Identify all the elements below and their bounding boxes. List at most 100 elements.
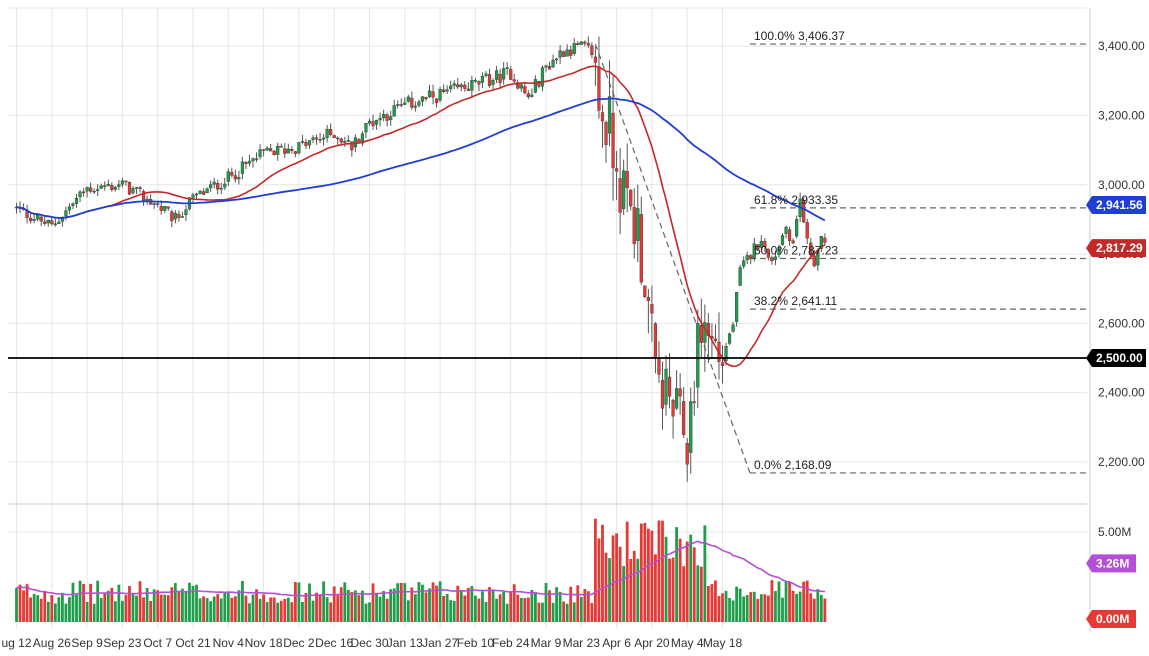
volume-bar	[357, 595, 361, 622]
candle-body	[279, 146, 283, 148]
candle-body	[505, 67, 509, 69]
candle-body	[678, 388, 682, 397]
volume-bar	[410, 587, 414, 622]
candle-body	[173, 212, 177, 220]
volume-bar	[265, 602, 269, 622]
candle-body	[226, 171, 230, 182]
volume-bar	[385, 598, 389, 622]
volume-bar	[198, 598, 202, 622]
volume-bar	[82, 583, 85, 622]
candle-body	[689, 401, 693, 453]
volume-bar	[177, 590, 181, 622]
volume-bar	[523, 598, 527, 622]
candle-body	[809, 242, 813, 256]
candle-body	[696, 323, 700, 388]
volume-bar	[343, 582, 347, 622]
volume-bar	[131, 592, 135, 622]
candle-body	[699, 325, 703, 343]
volume-bar	[75, 594, 78, 622]
candle-body	[71, 203, 75, 206]
volume-bar	[770, 580, 774, 622]
volume-bar	[474, 595, 477, 622]
volume-bar	[717, 596, 721, 622]
candle-body	[103, 185, 107, 187]
volume-bar	[96, 580, 100, 622]
candle-body	[554, 58, 559, 61]
volume-bar	[449, 600, 453, 622]
candle-body	[410, 97, 414, 108]
candle-body	[382, 113, 386, 119]
volume-bar	[548, 590, 551, 622]
candle-body	[470, 80, 474, 91]
price-tick-label: 2,400.00	[1098, 386, 1145, 400]
volume-bar	[226, 591, 230, 622]
candle-body	[247, 160, 252, 164]
candle-body	[219, 187, 223, 190]
date-tick-label: Feb 24	[492, 636, 530, 650]
volume-bar	[283, 598, 287, 622]
candle-body	[484, 73, 488, 76]
candle-body	[766, 248, 770, 258]
volume-bar	[689, 534, 693, 622]
volume-bar	[643, 522, 647, 622]
volume-bar	[368, 602, 371, 622]
volume-bar	[579, 597, 583, 622]
volume-average-line	[16, 540, 825, 597]
candle-body	[572, 43, 576, 54]
candle-body	[759, 241, 763, 248]
candle-body	[307, 140, 312, 146]
volume-bar	[173, 583, 177, 622]
volume-bar	[117, 584, 121, 622]
volume-bar	[484, 602, 488, 622]
volume-bar	[159, 594, 163, 622]
candle-body	[434, 98, 439, 104]
candle-body	[773, 256, 778, 260]
candle-body	[512, 79, 516, 82]
volume-bar	[646, 528, 650, 622]
volume-bar	[502, 591, 506, 622]
volume-bar	[216, 594, 220, 622]
candle-body	[516, 82, 520, 89]
date-tick-label: Dec 30	[350, 636, 388, 650]
candle-body	[611, 112, 615, 169]
candle-body	[473, 80, 477, 82]
volume-bar	[272, 597, 276, 622]
fibonacci-level-label: 100.0% 3,406.37	[754, 29, 845, 43]
date-tick-label: ug 12	[1, 636, 31, 650]
candle-body	[565, 49, 569, 57]
volume-bar	[406, 600, 410, 622]
volume-bar	[219, 598, 223, 622]
candle-body	[802, 199, 806, 223]
candle-body	[562, 51, 566, 57]
volume-bar	[749, 592, 753, 622]
volume-bar	[498, 594, 502, 622]
volume-bar	[668, 558, 671, 622]
candle-body	[487, 74, 492, 86]
volume-bar	[671, 557, 675, 622]
volume-bar	[777, 581, 781, 622]
candle-body	[459, 84, 463, 88]
volume-bar	[438, 581, 442, 622]
grid	[8, 7, 1087, 628]
candle-body	[735, 292, 739, 322]
price-badge: 0.00M	[1086, 610, 1136, 628]
volume-bar	[788, 581, 791, 622]
volume-bar	[622, 566, 626, 622]
candle-body	[424, 96, 428, 100]
volume-bar	[555, 587, 558, 622]
candle-body	[39, 216, 43, 222]
candle-body	[81, 191, 86, 194]
candle-body	[110, 185, 114, 190]
price-tick-label: 2,600.00	[1098, 316, 1145, 330]
volume-bar	[353, 590, 357, 622]
candle-body	[682, 401, 686, 435]
volume-bar	[583, 589, 587, 622]
candle-body	[671, 399, 675, 417]
candle-body	[286, 148, 290, 154]
candle-body	[201, 191, 206, 195]
candle-body	[244, 161, 248, 164]
volume-bar	[551, 602, 555, 622]
volume-bar	[759, 594, 763, 622]
volume-bar	[625, 521, 629, 622]
